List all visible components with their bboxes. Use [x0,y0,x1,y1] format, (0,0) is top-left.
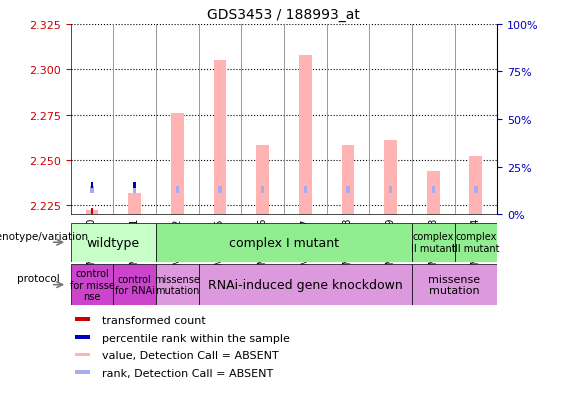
Bar [303,186,307,194]
Bar [389,186,392,194]
Bar [128,193,141,215]
Bar [214,61,227,215]
Text: rank, Detection Call = ABSENT: rank, Detection Call = ABSENT [102,368,273,378]
Bar [341,146,354,215]
Bar [261,186,264,194]
Bar [71,223,156,262]
Bar [218,186,221,194]
Bar [474,186,477,194]
Text: complex I mutant: complex I mutant [229,236,339,249]
Bar [133,183,136,188]
Text: genotype/variation: genotype/variation [0,232,88,242]
Text: protocol: protocol [18,274,60,284]
Bar [470,157,483,215]
Title: GDS3453 / 188993_at: GDS3453 / 188993_at [207,8,360,22]
Bar [171,114,184,215]
Bar [427,171,440,215]
Bar [113,264,156,306]
Bar [199,264,412,306]
Text: RNAi-induced gene knockdown: RNAi-induced gene knockdown [208,278,403,292]
Bar [90,183,93,188]
Text: control
for misse
nse: control for misse nse [69,268,114,301]
Bar [75,335,90,339]
Bar [454,223,497,262]
Text: control
for RNAi: control for RNAi [115,274,155,296]
Bar [90,186,94,194]
Bar [432,186,435,194]
Bar [384,140,397,215]
Text: wildtype: wildtype [86,236,140,249]
Bar [71,264,113,306]
Bar [85,210,98,215]
Bar [156,264,199,306]
Bar [75,318,90,321]
Bar [133,186,136,194]
Text: complex
III mutant: complex III mutant [452,232,499,254]
Bar [156,223,412,262]
Bar [75,353,90,356]
Bar [299,55,312,215]
Text: missense
mutation: missense mutation [154,274,200,296]
Bar [256,146,269,215]
Text: percentile rank within the sample: percentile rank within the sample [102,333,290,343]
Bar [412,264,497,306]
Bar [412,223,454,262]
Bar [346,186,350,194]
Text: transformed count: transformed count [102,316,206,325]
Text: complex
II mutant: complex II mutant [411,232,455,254]
Bar [90,209,93,215]
Bar [176,186,179,194]
Bar [75,370,90,374]
Text: missense
mutation: missense mutation [428,274,481,296]
Text: value, Detection Call = ABSENT: value, Detection Call = ABSENT [102,351,279,361]
